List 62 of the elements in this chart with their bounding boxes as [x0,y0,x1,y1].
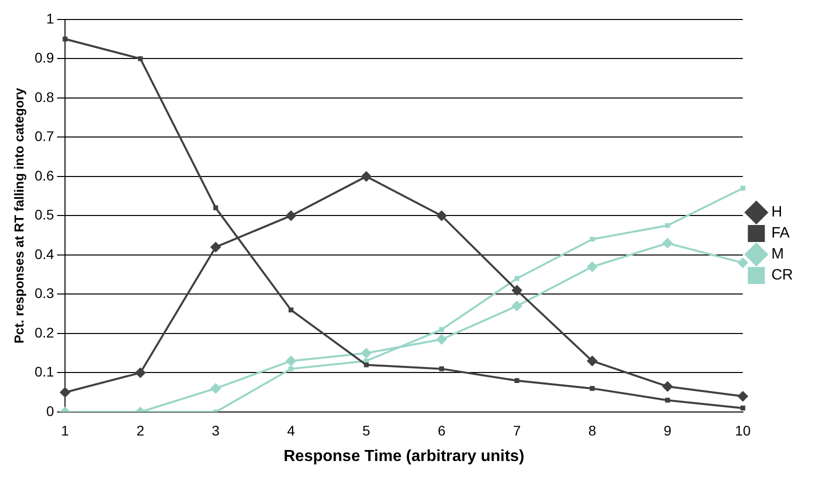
point [514,276,520,281]
point [62,36,68,42]
point [439,366,444,372]
point [665,223,670,228]
point [436,334,447,344]
point [740,186,746,191]
y-tick-label: 0.3 [34,285,54,302]
point [288,366,294,372]
x-tick-label: 10 [735,422,751,438]
point [210,383,221,394]
point [512,285,522,296]
y-tick-label: 0.8 [34,88,54,105]
y-tick-label: 0.9 [34,50,54,66]
point [740,406,746,410]
y-tick-label: 0 [46,402,54,419]
point [364,358,369,364]
point [138,56,143,62]
point [512,301,522,311]
y-tick-label: 0.2 [34,324,54,340]
y-tick-label: 1 [46,10,54,26]
point [288,308,294,312]
legend-label: FA [771,224,790,242]
legend-label: CR [771,266,794,284]
point [587,356,598,366]
point [213,205,218,210]
point [210,242,221,252]
point [361,171,372,182]
x-tick-label: 7 [513,422,522,438]
legend-label: H [771,204,782,221]
x-tick-label: 5 [362,422,370,438]
point [436,210,447,221]
x-tick-label: 8 [588,422,596,438]
y-tick-label: 0.7 [34,128,54,144]
point [364,362,369,368]
point [738,258,748,268]
point [286,210,296,221]
point [662,238,673,248]
x-tick-label: 6 [438,422,446,438]
y-tick-label: 0.6 [34,167,54,184]
x-tick-label: 1 [61,422,70,438]
point [590,236,595,242]
point [590,386,595,391]
point [439,327,444,332]
point [514,378,520,384]
y-axis-title: Pct. responses at RT falling into category [11,87,26,344]
x-tick-label: 3 [212,422,220,438]
point [662,381,673,392]
legend-label: M [771,246,784,263]
x-tick-label: 9 [664,422,672,438]
point [286,356,296,366]
y-tick-label: 0.5 [34,206,54,223]
point [361,348,372,358]
x-axis-title: Response Time (arbitrary units) [284,448,524,465]
x-tick-label: 4 [287,422,296,438]
point [60,387,70,398]
point [738,391,748,402]
point [665,398,670,403]
point [135,368,146,378]
x-tick-label: 2 [136,422,144,438]
y-tick-label: 0.1 [34,364,54,380]
point [587,262,598,272]
y-tick-label: 0.4 [34,246,54,262]
